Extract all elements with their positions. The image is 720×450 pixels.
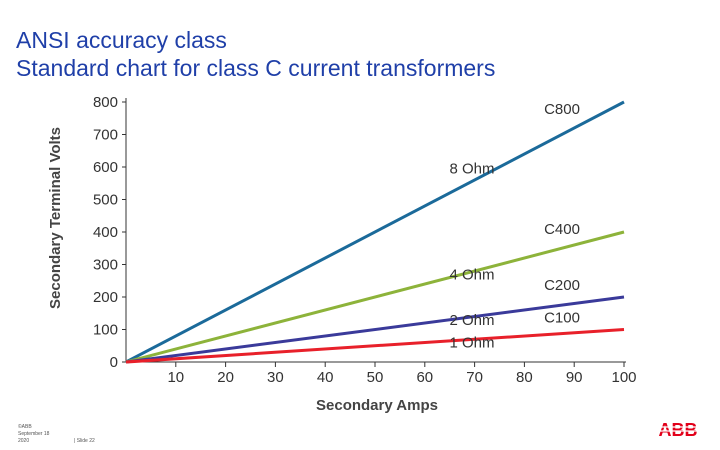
x-tick-label: 60	[416, 369, 433, 386]
x-tick-label: 30	[267, 369, 284, 386]
y-axis-label: Secondary Terminal Volts	[47, 127, 64, 309]
footer-date-line-2: 2020	[18, 438, 30, 444]
footer-info: ©ABB September 18 2020	[18, 424, 49, 445]
x-tick-label: 20	[217, 369, 234, 386]
y-axis-ticks: 0 100 200 300 400 500 600 700 800	[93, 94, 126, 371]
series-line-c100	[125, 328, 625, 364]
series-line-c200	[125, 295, 625, 364]
y-tick-label: 0	[110, 354, 118, 371]
series-line-c800	[125, 100, 625, 364]
series-name-label: C800	[544, 101, 580, 118]
x-tick-label: 100	[611, 369, 636, 386]
y-tick-label: 300	[93, 257, 118, 274]
series-labels: C800 8 Ohm C400 4 Ohm C200 2 Ohm C100 1 Ohm	[449, 101, 579, 351]
y-tick-label: 600	[93, 159, 118, 176]
series-name-label: C100	[544, 310, 580, 327]
x-tick-label: 10	[167, 369, 184, 386]
y-tick-label: 200	[93, 289, 118, 306]
slide-title: ANSI accuracy class Standard chart for c…	[16, 26, 495, 82]
x-tick-label: 90	[566, 369, 583, 386]
series-name-label: C200	[544, 277, 580, 294]
series-name-label: C400	[544, 221, 580, 238]
series-resistance-label: 4 Ohm	[449, 267, 494, 284]
footer-copyright: ©ABB	[18, 424, 32, 430]
abb-logo-text: ABB	[659, 420, 698, 440]
footer-slide-number: | Slide 22	[74, 438, 95, 444]
x-axis-label: Secondary Amps	[316, 397, 438, 414]
y-tick-label: 800	[93, 94, 118, 111]
footer-date-line-1: September 18	[18, 431, 50, 437]
series-line-c400	[125, 230, 625, 364]
x-axis-ticks: 10 20 30 40 50 60 70 80 90 100	[167, 362, 637, 386]
y-tick-label: 700	[93, 127, 118, 144]
y-tick-label: 400	[93, 224, 118, 241]
title-line-1: ANSI accuracy class	[16, 27, 227, 53]
abb-logo: ABB	[650, 420, 706, 440]
y-tick-label: 100	[93, 322, 118, 339]
y-tick-label: 500	[93, 192, 118, 209]
x-tick-label: 40	[317, 369, 334, 386]
series-resistance-label: 8 Ohm	[449, 160, 494, 177]
x-tick-label: 70	[466, 369, 483, 386]
x-tick-label: 80	[516, 369, 533, 386]
series-group	[125, 100, 625, 364]
series-resistance-label: 1 Ohm	[449, 334, 494, 351]
title-line-2: Standard chart for class C current trans…	[16, 55, 496, 81]
series-resistance-label: 2 Ohm	[449, 312, 494, 329]
x-tick-label: 50	[367, 369, 384, 386]
